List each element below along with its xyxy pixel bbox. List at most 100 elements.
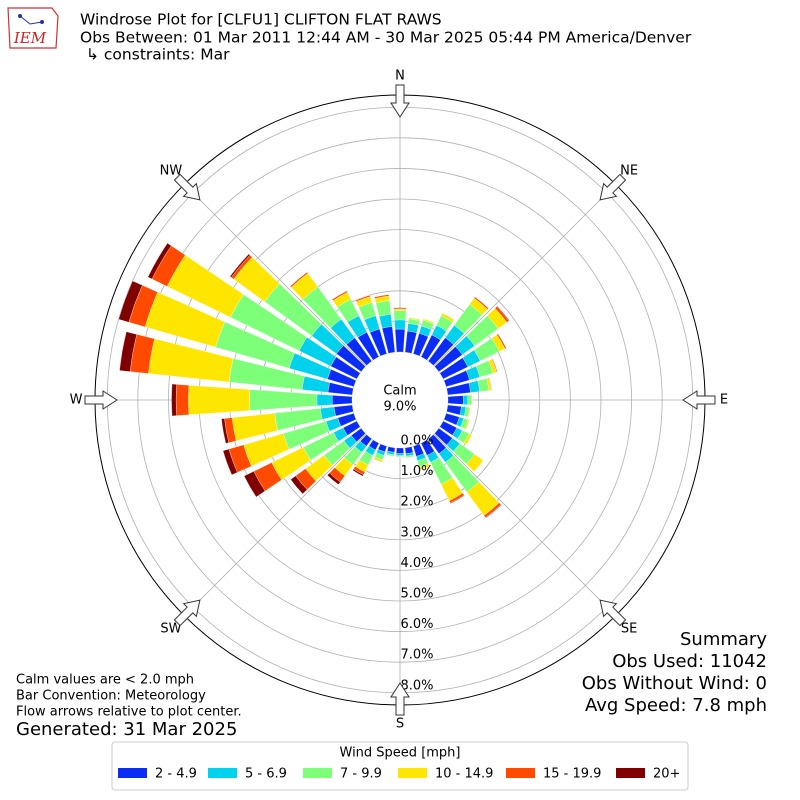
legend-label: 10 - 14.9 [435, 767, 493, 782]
bar-segment [118, 280, 143, 323]
bar-segment [468, 407, 471, 418]
flow-arrow-shape [390, 682, 410, 716]
direction-label: SE [621, 622, 637, 637]
bar-segment [394, 319, 406, 330]
bar-segment [474, 460, 484, 472]
summary-line: Obs Without Wind: 0 [582, 673, 767, 694]
legend-swatch [616, 768, 645, 778]
legend-title: Wind Speed [mph] [340, 746, 461, 761]
bar-segment [393, 310, 407, 321]
bar-segment [393, 307, 407, 309]
calm-circle [352, 352, 448, 448]
bar-segment [492, 358, 498, 373]
flow-arrow [84, 390, 118, 410]
grid-spoke [433, 184, 616, 367]
generated: Generated: 31 Mar 2025 [16, 719, 237, 740]
bar-segment [374, 294, 389, 298]
legend-label: 15 - 19.9 [543, 767, 601, 782]
flow-arrow [390, 84, 410, 118]
legend-swatch [506, 768, 535, 778]
calm-label: Calm [383, 384, 416, 399]
legend-box [111, 741, 689, 791]
summary-line: Avg Speed: 7.8 mph [585, 695, 767, 716]
bar-segment [352, 468, 364, 477]
r-tick-label: 0.0% [400, 434, 433, 449]
r-tick-label: 1.0% [400, 464, 433, 479]
bar-segment [447, 395, 464, 405]
grid-spoke [184, 184, 367, 367]
bar-segment [175, 384, 189, 416]
legend-label: 20+ [653, 767, 680, 782]
flow-arrow-shape [173, 173, 201, 201]
r-tick-label: 8.0% [400, 678, 433, 693]
logo-text: IEM [13, 29, 47, 47]
r-tick-label: 5.0% [400, 586, 433, 601]
flow-arrow-shape [84, 390, 118, 410]
summary-line: Obs Used: 11042 [612, 651, 767, 672]
bar-segment [394, 328, 406, 353]
r-tick-label: 6.0% [400, 617, 433, 632]
bar-segment [222, 448, 238, 476]
bar-segment [498, 333, 507, 349]
grid-spoke [433, 433, 616, 616]
bar-segment [450, 494, 465, 504]
bar-segment [375, 300, 392, 317]
legend-label: 5 - 6.9 [245, 767, 287, 782]
bar-segment [393, 309, 407, 312]
direction-label: NW [160, 163, 183, 178]
flow-arrow-shape [599, 173, 627, 201]
r-tick-label: 4.0% [400, 556, 433, 571]
bar-segment [249, 389, 318, 411]
flow-arrow-shape [390, 84, 410, 118]
direction-label: E [720, 393, 728, 408]
legend-label: 7 - 9.9 [340, 767, 382, 782]
flow-arrow [682, 390, 716, 410]
bar-segment [466, 435, 473, 445]
plot-area: 0.0% 1.0% 2.0% 3.0% 4.0% 5.0% 6.0% 7.0% 8.0% N NE E… [70, 69, 729, 732]
flow-arrow [599, 173, 627, 201]
legend-swatch [208, 768, 237, 778]
chart-subtitle: Obs Between: 01 Mar 2011 12:44 AM - 30 M… [80, 29, 692, 47]
note: Flow arrows relative to plot center. [16, 705, 242, 720]
flow-arrow-shape [682, 390, 716, 410]
direction-label: S [396, 717, 404, 732]
bar-segment [378, 314, 393, 329]
bar-segment [320, 406, 336, 420]
direction-label: N [395, 69, 405, 84]
bar-segment [188, 385, 251, 415]
bar-segment [290, 271, 308, 287]
bar-segment [396, 447, 404, 454]
legend-swatch [398, 768, 427, 778]
bar-segment [467, 394, 472, 406]
logo-outline [7, 7, 59, 49]
bar-segment [229, 253, 251, 278]
bar-segment [462, 395, 469, 405]
flow-arrow-shape [173, 599, 201, 627]
flow-arrow [173, 599, 201, 627]
flow-arrow [599, 599, 627, 627]
bar-segment [119, 331, 137, 372]
bar-segment [446, 404, 462, 416]
legend: Wind Speed [mph] 2 - 4.9 5 - 6.9 7 - 9.9 10… [111, 741, 689, 791]
flow-arrow [390, 682, 410, 716]
legend-swatch [118, 768, 147, 778]
r-tick-label: 2.0% [400, 495, 433, 510]
bar-segment [316, 394, 333, 406]
bar-segment [171, 383, 177, 417]
bar-segment [485, 504, 502, 519]
logo: IEM [7, 7, 59, 49]
bar-segment [331, 395, 353, 405]
logo-line [19, 15, 43, 25]
bar-segment [147, 242, 172, 280]
bar-segment [395, 453, 405, 456]
note: Bar Convention: Meteorology [16, 689, 206, 704]
note: Calm values are < 2.0 mph [16, 673, 194, 688]
bar-segment [408, 317, 421, 320]
direction-label: W [70, 393, 83, 408]
bar-segment [327, 472, 341, 485]
direction-label: NE [620, 163, 638, 178]
legend-label: 2 - 4.9 [155, 767, 197, 782]
calm-value: 9.0% [383, 400, 416, 415]
bar-segment [332, 290, 347, 300]
bar-segment [231, 413, 278, 442]
